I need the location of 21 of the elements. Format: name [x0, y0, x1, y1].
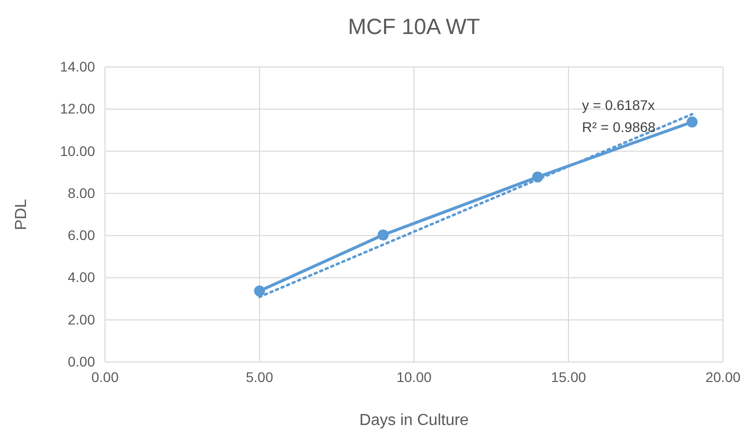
annotation: y = 0.6187x	[582, 97, 655, 113]
x-tick-label: 15.00	[550, 368, 586, 385]
y-tick-label: 12.00	[60, 100, 96, 117]
annotation: R² = 0.9868	[582, 119, 656, 135]
point	[378, 229, 389, 240]
y-tick-label: 14.00	[60, 58, 96, 74]
y-axis-title: PDL	[13, 198, 30, 230]
y-tick-label: 10.00	[60, 142, 96, 159]
x-tick-label: 0.00	[91, 368, 119, 385]
y-tick-label: 6.00	[68, 227, 96, 244]
x-tick-label: 5.00	[246, 368, 274, 385]
chart-title: MCF 10A WT	[348, 14, 480, 39]
point	[254, 285, 265, 296]
point	[686, 116, 698, 128]
x-tick-label: 10.00	[396, 368, 432, 385]
y-tick-label: 0.00	[68, 353, 96, 370]
x-axis-title: Days in Culture	[359, 412, 469, 429]
y-tick-label: 8.00	[68, 184, 96, 201]
x-tick-label: 20.00	[705, 368, 741, 385]
y-tick-label: 4.00	[68, 269, 96, 286]
y-tick-label: 2.00	[68, 311, 96, 328]
